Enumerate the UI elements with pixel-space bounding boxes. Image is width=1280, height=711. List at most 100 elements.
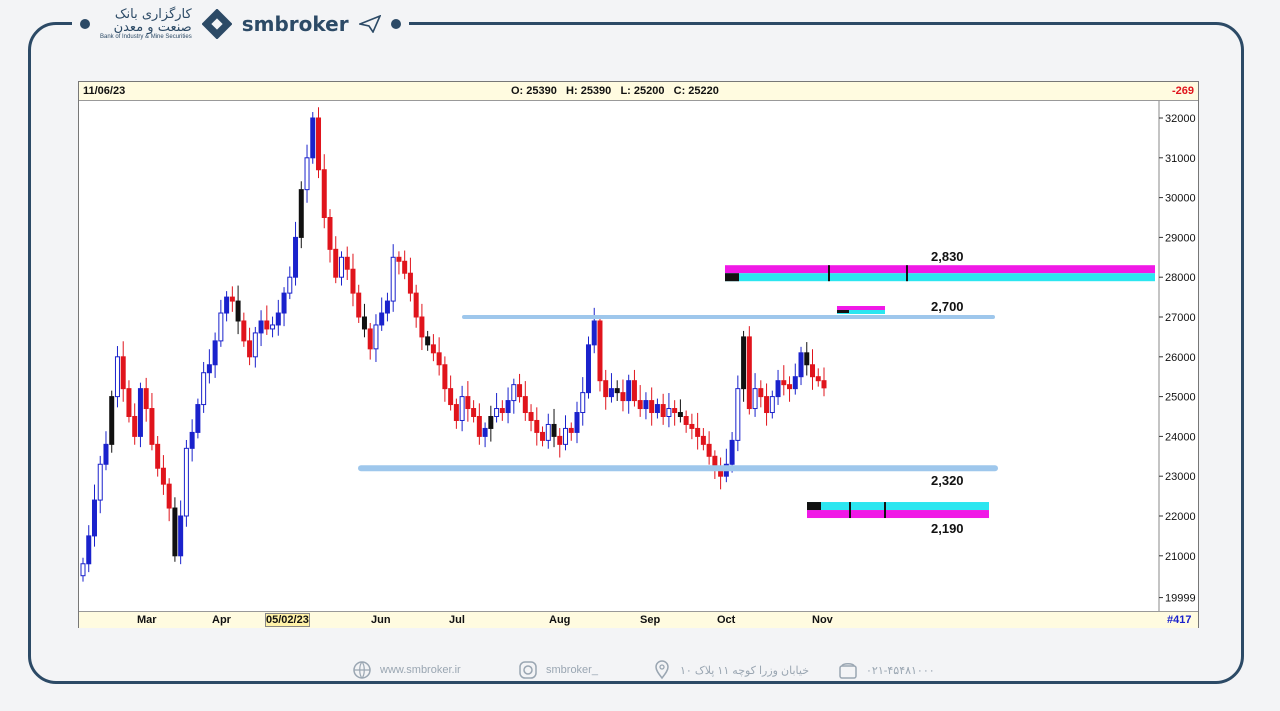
candle-body <box>821 380 827 389</box>
candle-body <box>815 376 821 382</box>
candle-body <box>666 408 672 418</box>
candle-body <box>396 256 402 262</box>
brand-header: کارگزاری بانک صنعت و معدن Bank of Indust… <box>72 5 409 43</box>
candle-body <box>683 416 689 425</box>
candle-body <box>206 364 212 374</box>
candle-body <box>810 364 816 378</box>
bank-name: کارگزاری بانک <box>114 7 192 22</box>
candle-body <box>126 388 132 418</box>
y-tick-label: 28000 <box>1165 272 1196 284</box>
candle-body <box>591 320 597 346</box>
footer-website[interactable]: www.smbroker.ir <box>352 659 461 681</box>
candle-body <box>787 384 793 390</box>
candle-body <box>528 412 534 421</box>
candle-body <box>563 427 569 445</box>
candle-body <box>695 427 701 437</box>
candle-body <box>545 423 551 441</box>
candle-body <box>333 248 339 278</box>
candle-body <box>97 463 103 501</box>
candle-body <box>137 388 143 437</box>
candle-body <box>132 416 138 437</box>
candle-body <box>488 416 494 429</box>
candle-body <box>166 483 172 509</box>
header-dot-left <box>80 19 90 29</box>
address-text: خیابان وزرا کوچه ۱۱ پلاک ۱۰ <box>680 664 809 677</box>
candlestick-chart: 32000 31000 30000 29000 28000 27000 26000 25000… <box>79 101 1198 611</box>
candle-body <box>660 404 666 417</box>
candle-body <box>241 320 247 342</box>
x-tick-label: Aug <box>549 614 571 626</box>
level-label: 2,830 <box>931 249 964 264</box>
candle-body <box>459 396 465 421</box>
candle-body <box>534 419 540 433</box>
candle-body <box>338 256 344 278</box>
candle-body <box>603 380 609 398</box>
y-tick-label: 19999 <box>1165 593 1196 605</box>
candle-body <box>522 396 528 414</box>
candle-body <box>585 344 591 394</box>
y-tick-label: 27000 <box>1165 312 1196 324</box>
candle-body <box>568 427 574 433</box>
candle-body <box>298 189 304 238</box>
instagram-icon <box>519 661 537 679</box>
candle-body <box>643 400 649 410</box>
bank-name-block: کارگزاری بانک صنعت و معدن Bank of Indust… <box>100 8 192 40</box>
candle-body <box>798 352 804 378</box>
candle-body <box>86 535 92 565</box>
candle-body <box>729 439 735 465</box>
y-tick-label: 22000 <box>1165 511 1196 523</box>
candle-body <box>792 376 798 390</box>
candle-body <box>505 400 511 414</box>
candle-body <box>425 336 431 346</box>
candle-body <box>672 408 678 414</box>
phone-text: ۰۲۱-۴۵۴۸۱۰۰۰ <box>866 664 935 677</box>
phone-icon <box>839 663 857 679</box>
zone-marker <box>725 273 739 282</box>
candle-body <box>189 431 195 449</box>
y-tick-label: 25000 <box>1165 392 1196 404</box>
y-tick-label: 26000 <box>1165 352 1196 364</box>
level-label: 2,700 <box>931 299 964 314</box>
level-label: 2,190 <box>931 521 964 536</box>
candle-body <box>769 396 775 414</box>
candle-body <box>775 380 781 398</box>
bank-logo-icon <box>201 9 232 39</box>
candle-body <box>597 320 603 382</box>
footer-instagram[interactable]: smbroker_ <box>518 659 598 681</box>
instagram-text: smbroker_ <box>546 664 598 676</box>
candle-body <box>293 236 299 278</box>
y-tick-label: 31000 <box>1165 153 1196 165</box>
x-axis-bar: Mar Apr 05/02/23 Jun Jul Aug Sep Oct Nov #417 <box>79 611 1198 628</box>
footer-phone[interactable]: ۰۲۱-۴۵۴۸۱۰۰۰ <box>838 659 935 681</box>
candle-body <box>224 296 230 314</box>
candle-body <box>384 300 390 314</box>
candle-body <box>804 352 810 366</box>
website-text: www.smbroker.ir <box>380 664 461 676</box>
plot-background <box>79 101 1198 611</box>
candle-body <box>482 427 488 437</box>
candle-body <box>304 157 310 191</box>
candle-body <box>195 404 201 433</box>
candle-body <box>746 336 752 410</box>
candle-body <box>511 384 517 402</box>
candle-body <box>379 312 385 326</box>
level-label: 2,320 <box>931 473 964 488</box>
candle-body <box>201 372 207 406</box>
y-tick-label: 24000 <box>1165 431 1196 443</box>
candle-body <box>413 292 419 318</box>
paper-plane-icon <box>358 15 381 33</box>
candle-body <box>620 392 626 402</box>
candle-body <box>91 499 97 537</box>
x-tick-label: Mar <box>137 614 157 626</box>
candle-body <box>407 272 413 294</box>
location-pin-icon <box>655 660 669 680</box>
y-tick-label: 21000 <box>1165 551 1196 563</box>
support-zone-cyan <box>807 502 989 511</box>
x-tick-label: Oct <box>717 614 736 626</box>
candle-body <box>614 388 620 394</box>
x-tick-label: Sep <box>640 614 661 626</box>
candle-body <box>448 388 454 406</box>
candle-body <box>247 340 253 358</box>
candle-body <box>252 332 258 358</box>
support-zone-marker <box>807 502 821 511</box>
